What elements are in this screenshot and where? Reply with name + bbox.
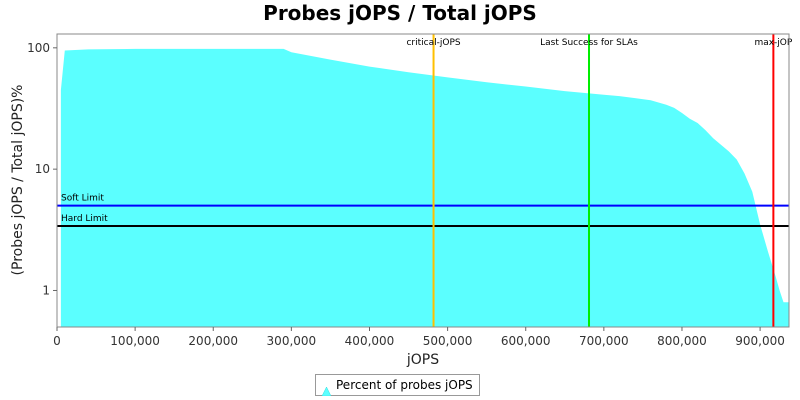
series-area-0 [60, 48, 789, 327]
threshold-label-0: Soft Limit [61, 194, 104, 204]
threshold-label-1: Hard Limit [61, 214, 108, 224]
y-tick-label-0: 1 [42, 283, 50, 297]
y-axis-title: (Probes jOPS / Total jOPS)% [10, 85, 26, 276]
legend-swatch-icon [321, 381, 332, 396]
legend: Percent of probes jOPS [315, 374, 480, 396]
legend-label: Percent of probes jOPS [336, 378, 473, 392]
x-tick-label-0: 0 [53, 334, 61, 348]
plot-area: Soft Limit Hard Limit critical-jOPS Last Su… [27, 33, 793, 348]
x-tick-label-9: 900,000 [735, 334, 785, 348]
plot-border [56, 33, 790, 328]
y-tick-label-1: 10 [35, 162, 50, 176]
x-tick-label-4: 400,000 [345, 334, 395, 348]
marker-label-2: max-jOP [754, 38, 792, 48]
chart-title: Probes jOPS / Total jOPS [263, 1, 537, 25]
y-tick-label-2: 100 [27, 41, 50, 55]
x-tick-label-7: 700,000 [579, 334, 629, 348]
marker-label-0: critical-jOPS [406, 38, 460, 48]
marker-label-1: Last Success for SLAs [540, 38, 638, 48]
x-axis-title: jOPS [406, 352, 439, 368]
x-tick-label-1: 100,000 [110, 334, 160, 348]
x-tick-label-2: 200,000 [188, 334, 238, 348]
x-tick-label-3: 300,000 [267, 334, 317, 348]
x-tick-label-6: 600,000 [501, 334, 551, 348]
x-tick-label-5: 500,000 [423, 334, 473, 348]
x-tick-label-8: 800,000 [657, 334, 707, 348]
